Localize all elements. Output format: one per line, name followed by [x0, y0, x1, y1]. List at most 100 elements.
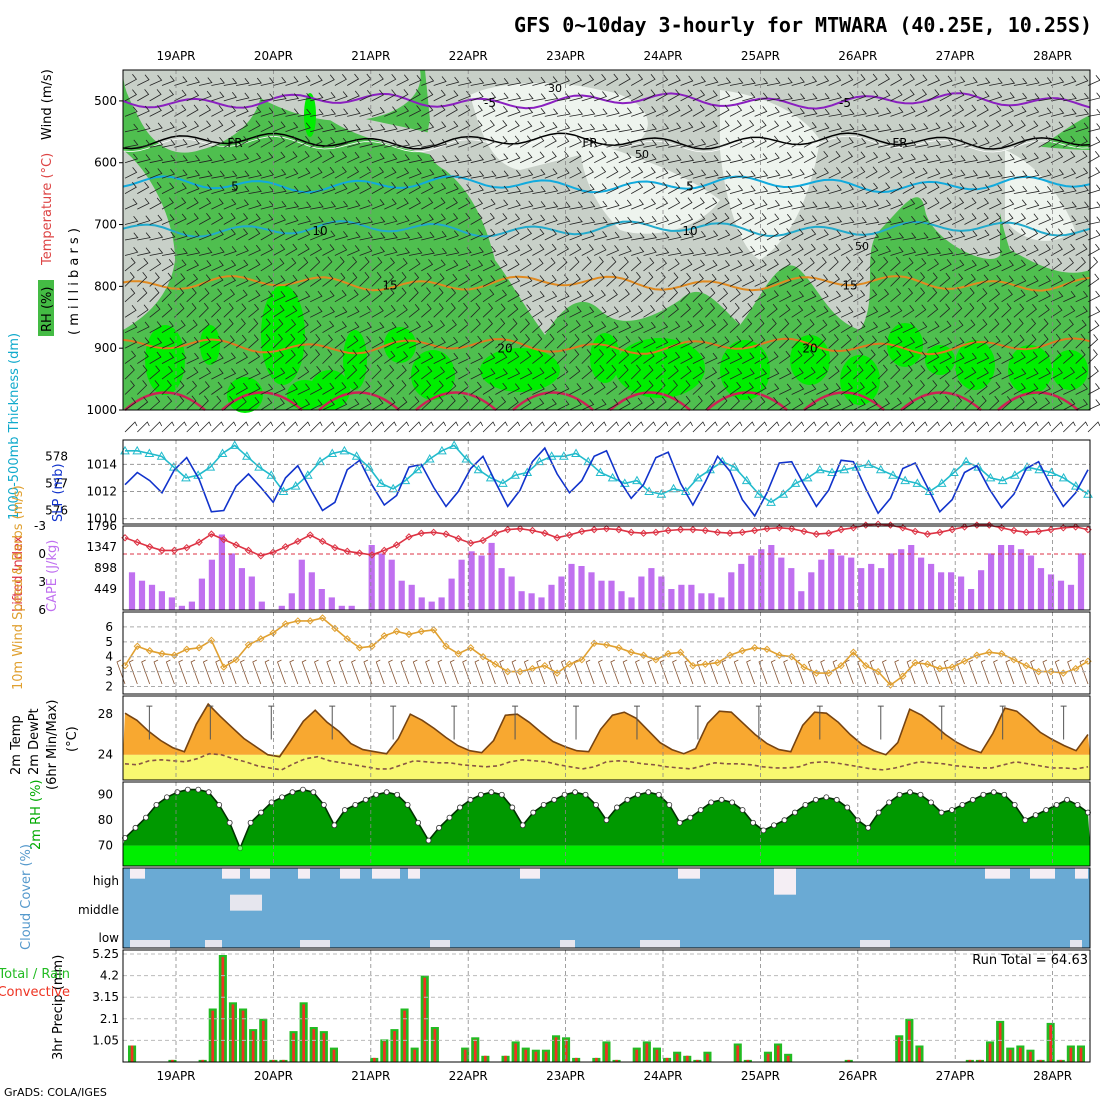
- precip-convective-bar: [978, 1059, 982, 1062]
- wind-barb: [1075, 319, 1087, 334]
- wind-barb: [507, 244, 521, 256]
- cape-bar: [378, 553, 385, 610]
- wind-barb: [384, 181, 397, 194]
- wind-barb: [816, 305, 829, 318]
- wind-barb: [643, 257, 655, 272]
- wind-barb: [1026, 383, 1039, 395]
- wind-barb: [630, 288, 642, 303]
- wind-barb: [519, 258, 532, 272]
- wind-barb: [408, 380, 419, 395]
- wind-barb: [495, 351, 508, 364]
- bottom-day-label: 23APR: [546, 1069, 585, 1083]
- wind-barb: [989, 184, 1003, 194]
- wind-barb: [643, 89, 656, 102]
- wind-barb: [1026, 228, 1039, 241]
- wind-barb: [310, 150, 323, 164]
- wind-barb: [791, 76, 805, 86]
- cloud-gap-low: [860, 940, 890, 948]
- wind-barb: [754, 351, 767, 364]
- rh2m-line-point: [143, 814, 149, 821]
- cape-axis-label: CAPE (J/kg): [45, 540, 60, 612]
- wind-barb: [470, 352, 484, 364]
- wind-barb: [680, 259, 693, 272]
- surface-barb: [890, 421, 903, 433]
- wind-barb: [519, 318, 530, 333]
- wind-barb: [594, 91, 608, 102]
- wind-barb: [507, 303, 519, 318]
- lifted-index-line-point: [257, 552, 265, 560]
- wind-barb: [828, 201, 843, 210]
- wind-barb: [470, 335, 483, 349]
- wind-barb: [248, 93, 262, 102]
- rh-bright-region: [840, 355, 880, 405]
- cape-bar: [788, 568, 795, 610]
- wind-tick: 2: [105, 680, 113, 694]
- wind-barb: [692, 380, 703, 395]
- wind-barb: [396, 287, 407, 303]
- wind-barb: [519, 214, 533, 225]
- wind-barb: [766, 186, 781, 194]
- wind-barb: [198, 274, 211, 287]
- wind-barb: [458, 197, 471, 210]
- wind-barb: [902, 89, 915, 102]
- wind-barb: [705, 380, 716, 395]
- wind-barb: [643, 271, 654, 287]
- wind-barb: [408, 351, 421, 364]
- wind-barb: [766, 303, 778, 318]
- thickness-line-point: [827, 467, 837, 477]
- wind-barb: [779, 333, 790, 349]
- wind-barb: [285, 367, 298, 380]
- wind-barb: [1001, 105, 1014, 117]
- wind-barb: [433, 138, 448, 148]
- wind-barb: [939, 155, 954, 164]
- wind-barb: [964, 395, 975, 411]
- wind-speed-line-point: [923, 660, 932, 668]
- surface-wind-barb: [400, 659, 410, 685]
- wind-barb: [211, 120, 224, 133]
- cloud-gap-low: [130, 940, 170, 948]
- wind-tick: 5: [105, 635, 113, 649]
- wind-barb: [705, 90, 718, 102]
- wind-barb: [902, 271, 913, 287]
- warm-contour: [124, 391, 206, 411]
- cape-bar: [578, 566, 585, 610]
- wind-barb: [384, 287, 395, 303]
- precip-convective-bar: [564, 1039, 568, 1062]
- wind-barb: [520, 77, 534, 86]
- wind-barb: [643, 380, 654, 395]
- thickness-line-point: [546, 451, 557, 460]
- wind-barb: [1038, 383, 1051, 395]
- wind-barb: [717, 260, 731, 272]
- isotherm-label: 5: [686, 179, 694, 193]
- wind-barb: [865, 231, 880, 241]
- wind-barb: [655, 380, 666, 395]
- cape-bar: [908, 545, 915, 610]
- thickness-line-point: [266, 470, 277, 479]
- rh2m-line-point: [582, 791, 589, 798]
- surface-barb: [593, 421, 607, 433]
- wind-barb: [359, 335, 372, 349]
- wind-barb: [1038, 77, 1053, 86]
- wind-barb: [235, 245, 249, 256]
- rh2m-line-point: [645, 789, 652, 796]
- wind-barb: [309, 334, 321, 349]
- lifted-index-line-point: [997, 524, 1006, 532]
- wind-speed-line-point: [701, 660, 709, 668]
- wind-barb: [346, 364, 358, 380]
- wind-barb: [754, 396, 766, 411]
- wind-barb: [989, 170, 1003, 179]
- wind-barb: [297, 122, 311, 133]
- wind-barb: [865, 182, 879, 194]
- wind-barb: [779, 244, 792, 256]
- wind-barb: [976, 319, 988, 334]
- wind-barb: [729, 91, 743, 102]
- wind-barb: [199, 77, 213, 86]
- wind-barb: [544, 76, 558, 86]
- surface-wind-barb: [264, 659, 274, 685]
- precip-convective-bar: [645, 1043, 649, 1062]
- wind-barb: [927, 337, 940, 349]
- wind-barb: [618, 166, 631, 179]
- wind-barb: [692, 247, 707, 256]
- wind-barb: [137, 74, 150, 86]
- rh2m-line-point: [174, 789, 181, 796]
